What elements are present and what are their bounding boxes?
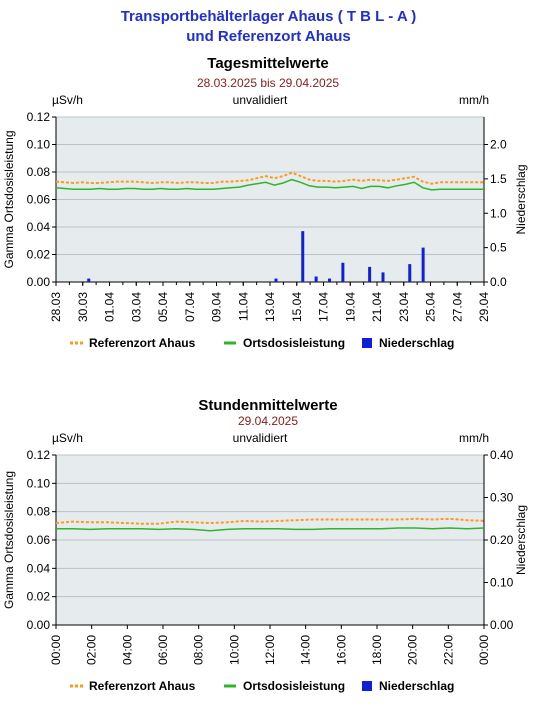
x-tick-label: 29.04 [477,292,491,322]
legend-swatch-niederschlag [362,338,372,348]
chart-title: Stundenmittelwerte [198,397,337,414]
x-tick-label: 05.04 [156,292,170,322]
x-tick-label: 15.04 [290,292,304,322]
x-tick-label: 22:00 [441,635,455,665]
precip-bar [301,231,305,282]
precip-bar [328,278,331,282]
y-unit-label: µSv/h [52,431,83,445]
y-tick-label: 0.08 [27,505,51,519]
y-tick-label: 0.10 [27,138,51,152]
x-tick-label: 28.03 [49,292,63,322]
y2-axis-title: Niederschlag [514,164,528,234]
y-tick-label: 0.00 [27,275,51,289]
x-tick-label: 00:00 [49,635,63,665]
series-line-ortsdosis [56,527,485,532]
y2-tick-label: 1.5 [490,172,507,186]
x-tick-label: 10:00 [227,635,241,665]
series-line-referenz [55,517,485,525]
y-unit-label: µSv/h [52,93,83,107]
y2-tick-label: 0.5 [490,241,507,255]
y-tick-label: 0.02 [27,248,51,262]
main-title-line2: und Referenzort Ahaus [186,28,351,45]
y-axis-title: Gamma Ortsdosisleistung [2,471,16,609]
x-tick-label: 09.04 [210,292,224,322]
y-tick-label: 0.12 [27,110,51,124]
x-tick-label: 21.04 [370,292,384,322]
precip-bar [381,272,385,282]
y-axis-title: Gamma Ortsdosisleistung [2,130,16,268]
x-tick-label: 30.03 [76,292,90,322]
y2-tick-label: 0.40 [490,448,514,462]
y2-tick-label: 0.30 [490,491,514,505]
x-tick-label: 25.04 [424,292,438,322]
x-tick-label: 01.04 [103,292,117,322]
x-tick-label: 08:00 [192,635,206,665]
x-tick-label: 14:00 [299,635,313,665]
x-tick-label: 23.04 [397,292,411,322]
precip-bar [274,278,278,282]
precip-bar [368,266,372,282]
legend-label-referenz: Referenzort Ahaus [89,679,196,693]
legend-label-niederschlag: Niederschlag [379,336,454,350]
y2-tick-label: 0.10 [490,576,514,590]
x-tick-label: 07.04 [183,292,197,322]
chart-title: Tagesmittelwerte [207,55,328,72]
status-label: unvalidiert [233,431,288,445]
y-tick-label: 0.12 [27,448,51,462]
y2-unit-label: mm/h [459,431,489,445]
x-tick-label: 11.04 [236,292,250,321]
main-title-line1: Transportbehälterlager Ahaus ( T B L - A… [120,8,417,25]
precip-bar [314,276,318,282]
y-tick-label: 0.10 [27,476,51,490]
y2-tick-label: 0.00 [490,618,514,632]
precip-bar [421,247,425,282]
x-tick-label: 19.04 [343,292,357,322]
x-tick-label: 06:00 [156,635,170,665]
y2-unit-label: mm/h [459,93,489,107]
y-tick-label: 0.02 [27,590,51,604]
x-tick-label: 17.04 [317,292,331,322]
y2-axis-title: Niederschlag [514,505,528,575]
precip-bar [408,264,412,282]
x-tick-label: 02:00 [85,635,99,665]
chart-subtitle: 29.04.2025 [238,414,298,428]
y2-tick-label: 0.0 [490,275,507,289]
series-line-referenz [55,171,484,185]
x-tick-label: 00:00 [477,635,491,665]
x-tick-label: 03.04 [129,292,143,322]
y-tick-label: 0.08 [27,165,51,179]
precip-bar [87,278,91,282]
x-tick-label: 20:00 [406,635,420,665]
y-tick-label: 0.06 [27,193,51,207]
series-line-ortsdosis [55,178,484,191]
x-tick-label: 16:00 [334,635,348,665]
y-tick-label: 0.04 [27,561,51,575]
legend-swatch-niederschlag [362,681,372,691]
legend-label-niederschlag: Niederschlag [379,679,454,693]
x-tick-label: 27.04 [450,292,464,322]
y-tick-label: 0.06 [27,533,51,547]
precip-bar [341,262,345,282]
y2-tick-label: 2.0 [490,138,507,152]
y2-tick-label: 0.20 [490,533,514,547]
y-tick-label: 0.00 [27,618,51,632]
y-tick-label: 0.04 [27,220,51,234]
x-tick-label: 13.04 [263,292,277,322]
legend-label-referenz: Referenzort Ahaus [89,336,196,350]
status-label: unvalidiert [233,93,288,107]
legend-label-ortsdosis: Ortsdosisleistung [243,679,345,693]
x-tick-label: 04:00 [120,635,134,665]
y2-tick-label: 1.0 [490,206,507,220]
x-tick-label: 12:00 [263,635,277,665]
legend-label-ortsdosis: Ortsdosisleistung [243,336,345,350]
chart-subtitle: 28.03.2025 bis 29.04.2025 [197,76,339,90]
x-tick-label: 18:00 [370,635,384,665]
